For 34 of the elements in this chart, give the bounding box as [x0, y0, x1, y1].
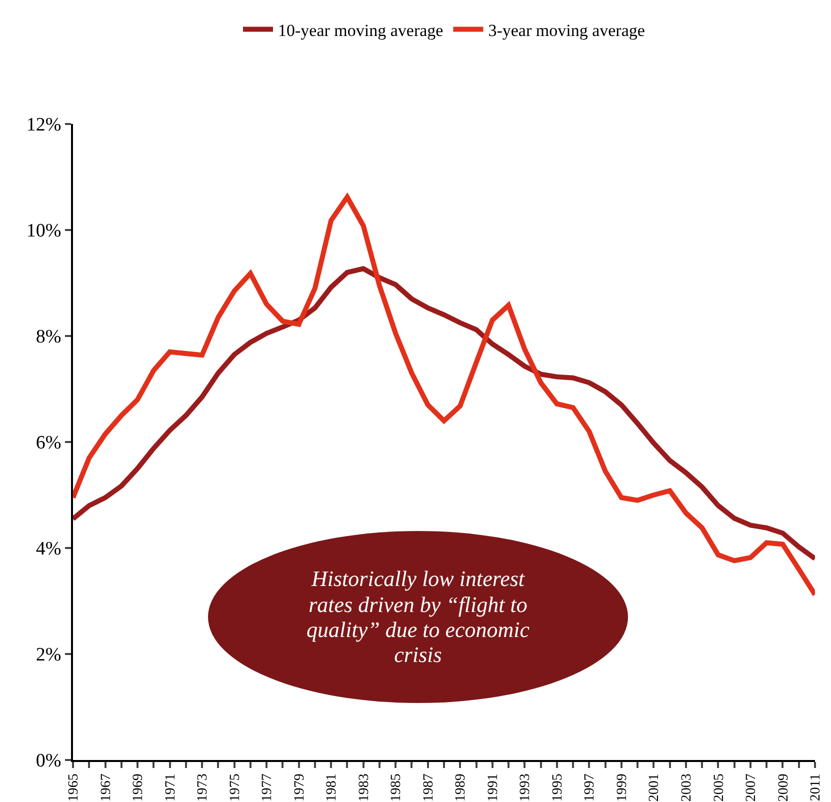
x-tick-label: 1975: [228, 774, 243, 802]
annotation: Historically low interest rates driven by “flight to quality” due to economic crisis: [305, 566, 530, 668]
y-tick-label: 6%: [36, 432, 62, 454]
x-tick-label: 2007: [744, 774, 760, 802]
y-tick-label: 12%: [26, 114, 62, 136]
y-tick-label: 2%: [36, 644, 62, 666]
x-tick-label: 1993: [518, 774, 534, 802]
x-tick-label: 1973: [196, 774, 211, 802]
x-tick-label: 1989: [454, 774, 469, 802]
y-tick-label: 4%: [36, 538, 62, 560]
x-tick-label: 1997: [582, 774, 598, 802]
x-tick-label: 1979: [292, 774, 308, 802]
x-tick-label: 1977: [260, 774, 276, 802]
x-tick-label: 2001: [647, 774, 662, 802]
y-tick-label: 10%: [26, 220, 62, 242]
x-tick-label: 2003: [680, 774, 695, 802]
x-tick-label: 2011: [808, 774, 824, 802]
x-tick-label: 1967: [98, 774, 114, 802]
x-tick-label: 1971: [163, 774, 178, 802]
y-tick-label: 8%: [36, 326, 62, 348]
x-tick-label: 1983: [356, 774, 372, 802]
x-tick-label: 1995: [550, 774, 566, 802]
x-tick-label: 1999: [614, 774, 630, 802]
x-tick-label: 1965: [66, 774, 82, 802]
x-tick-label: 2009: [776, 774, 792, 802]
x-tick-label: 1985: [389, 774, 404, 802]
legend-label: 10-year moving average: [278, 20, 444, 40]
legend-label: 3-year moving average: [488, 20, 645, 40]
y-tick-label: 0%: [36, 750, 62, 772]
x-tick-label: 1987: [421, 774, 436, 802]
x-tick-label: 2005: [712, 774, 727, 802]
x-tick-label: 1981: [324, 774, 340, 802]
x-tick-label: 1969: [131, 774, 146, 802]
x-tick-label: 1991: [486, 774, 501, 802]
